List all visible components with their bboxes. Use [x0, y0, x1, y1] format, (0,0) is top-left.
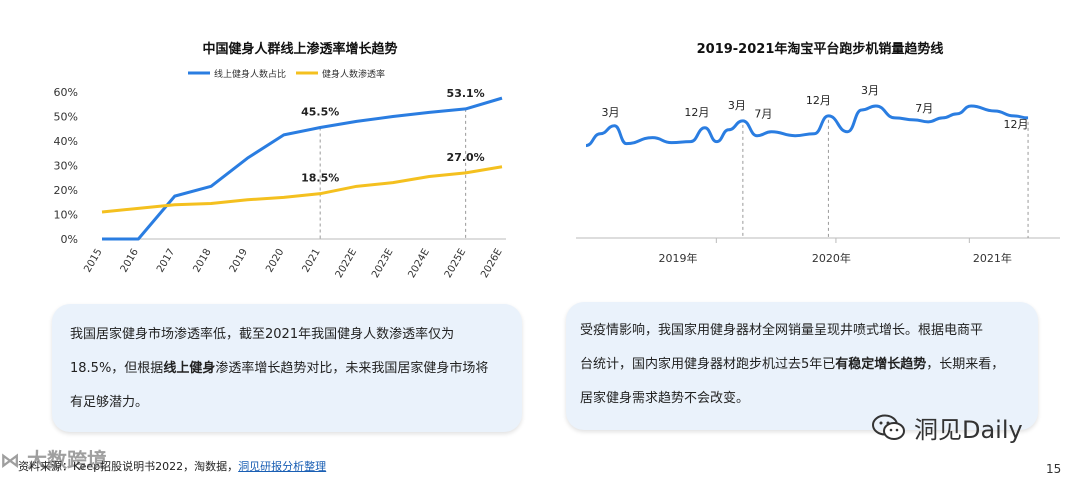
- data-label: 53.1%: [447, 87, 485, 100]
- month-label: 12月: [684, 106, 709, 119]
- source-note: 资料来源：Keep招股说明书2022，淘数据，洞见研报分析整理: [18, 460, 327, 473]
- right-chart: 2019年 2020年 2021年 3月 12月 3月 7月 12月 3月 7月 12月: [576, 84, 1060, 265]
- x-tick-label: 2015: [82, 247, 104, 275]
- legend-label-1: 线上健身人数占比: [214, 68, 286, 80]
- right-text-line1: 受疫情影响，我国家用健身器材全网销量呈现井喷式增长。根据电商平: [580, 323, 984, 338]
- x-tick-label: 2021: [301, 247, 323, 275]
- month-label: 7月: [915, 102, 933, 115]
- wechat-icon: [872, 414, 905, 440]
- right-text-line3: 居家健身需求趋势不会改变。: [580, 391, 750, 406]
- data-label: 27.0%: [447, 151, 485, 164]
- series-line-2: [101, 165, 503, 214]
- right-summary-card: 受疫情影响，我国家用健身器材全网销量呈现井喷式增长。根据电商平 台统计，国内家用…: [566, 302, 1038, 430]
- right-text-bold: 有稳定增长趋势: [835, 357, 927, 372]
- left-summary-card: 我国居家健身市场渗透率低，截至2021年我国健身人数渗透率仅为 18.5%，但根…: [52, 304, 522, 432]
- x-tick-label: 2020年: [812, 251, 851, 265]
- month-label: 3月: [861, 84, 879, 97]
- y-tick-label: 20%: [54, 184, 78, 197]
- brand-name: 洞见Daily: [914, 416, 1023, 444]
- data-label: 18.5%: [301, 172, 339, 185]
- x-tick-label: 2024E: [406, 247, 431, 280]
- left-text-line2: 18.5%，但根据线上健身渗透率增长趋势对比，未来我国居家健身市场将: [70, 361, 489, 376]
- series-line-1: [585, 104, 1029, 148]
- y-tick-label: 40%: [54, 135, 78, 148]
- data-label: 45.5%: [301, 106, 339, 119]
- page-number: 15: [1046, 462, 1062, 476]
- y-tick-label: 60%: [54, 86, 78, 99]
- series-line-1: [102, 96, 503, 241]
- y-tick-label: 0%: [61, 233, 78, 246]
- x-tick-label: 2020: [264, 247, 286, 275]
- right-text-line2: 台统计，国内家用健身器材跑步机过去5年已有稳定增长趋势，长期来看，: [580, 357, 1005, 372]
- y-tick-label: 10%: [54, 209, 78, 222]
- brand-logo: 洞见Daily: [872, 410, 1023, 445]
- x-tick-label: 2019: [228, 247, 250, 275]
- x-tick-label: 2025E: [443, 247, 468, 280]
- left-chart: 线上健身人数占比 健身人数渗透率 0% 10% 20% 30% 40% 50% 60% 2015 2…: [54, 68, 506, 280]
- legend: 线上健身人数占比 健身人数渗透率: [188, 68, 385, 80]
- right-chart-title: 2019-2021年淘宝平台跑步机销量趋势线: [696, 42, 944, 57]
- x-tick-label: 2021年: [973, 251, 1012, 265]
- legend-label-2: 健身人数渗透率: [322, 68, 385, 80]
- x-tick-label: 2022E: [334, 247, 359, 280]
- left-text-bold: 线上健身: [163, 361, 216, 376]
- month-label: 12月: [806, 94, 831, 107]
- x-tick-label: 2023E: [370, 247, 395, 280]
- x-tick-label: 2018: [191, 247, 213, 275]
- month-label: 3月: [728, 99, 746, 112]
- left-chart-title: 中国健身人群线上渗透率增长趋势: [202, 42, 398, 57]
- left-text-line1: 我国居家健身市场渗透率低，截至2021年我国健身人数渗透率仅为: [70, 327, 455, 342]
- y-tick-label: 50%: [54, 111, 78, 124]
- x-tick-label: 2019年: [659, 251, 698, 265]
- x-tick-label: 2016: [119, 247, 141, 275]
- y-tick-label: 30%: [54, 160, 78, 173]
- left-text-line3: 有足够潜力。: [70, 395, 149, 410]
- month-label: 3月: [602, 106, 620, 119]
- x-tick-label: 2026E: [479, 247, 504, 280]
- watermark-logo: ⋈ 大数跨境: [0, 448, 107, 472]
- x-tick-label: 2017: [155, 247, 177, 275]
- month-label: 12月: [1004, 118, 1029, 131]
- month-label: 7月: [754, 108, 772, 121]
- source-link[interactable]: 洞见研报分析整理: [238, 460, 327, 473]
